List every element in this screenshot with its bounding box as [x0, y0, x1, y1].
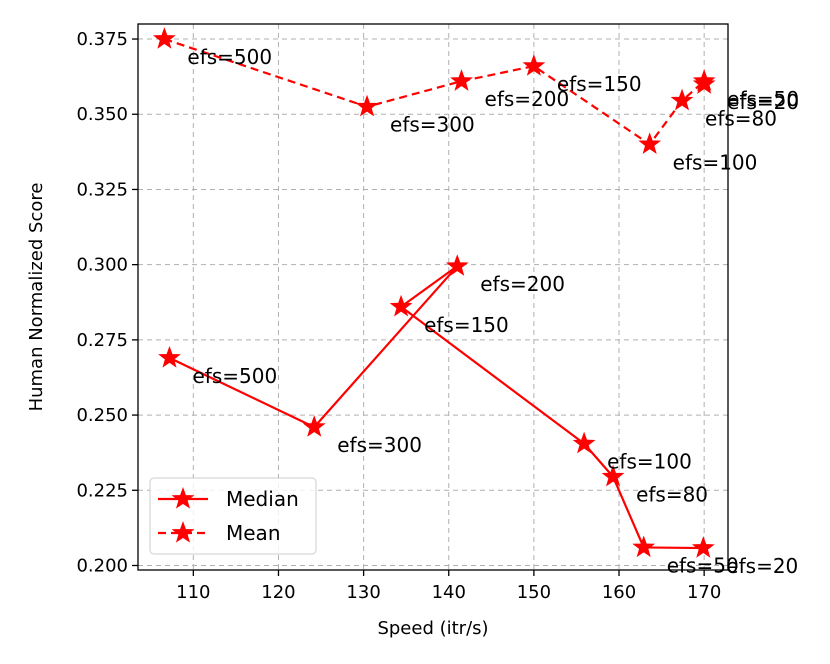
x-tick-label: 110	[176, 582, 210, 603]
median-point-marker	[691, 536, 715, 558]
median-point-label: efs=100	[607, 450, 692, 474]
median-point-label: efs=50	[667, 553, 739, 577]
x-tick-label: 170	[687, 582, 721, 603]
y-tick-label: 0.300	[76, 255, 128, 276]
mean-point-label: efs=150	[557, 72, 642, 96]
legend-median-label: Median	[226, 487, 299, 511]
y-axis-label: Human Normalized Score	[26, 183, 47, 412]
mean-point-marker	[153, 27, 176, 49]
mean-point-marker	[692, 72, 716, 94]
y-tick-label: 0.275	[76, 330, 128, 351]
median-point-marker	[601, 464, 625, 487]
median-point-marker	[632, 535, 656, 558]
x-tick-label: 140	[432, 582, 466, 603]
legend: Median Mean	[149, 477, 317, 555]
x-tick-label: 150	[517, 582, 551, 603]
x-axis-label: Speed (itr/s)	[377, 618, 488, 639]
y-tick-label: 0.375	[76, 29, 128, 50]
x-tick-label: 160	[602, 582, 636, 603]
mean-point-label: efs=200	[485, 87, 570, 111]
grid	[138, 24, 728, 570]
mean-point-marker	[670, 88, 694, 111]
y-tick-label: 0.200	[76, 555, 128, 576]
legend-mean-marker	[171, 521, 195, 543]
mean-point-label: efs=80	[705, 107, 777, 131]
annotations: efs=500efs=300efs=200efs=150efs=100efs=8…	[187, 45, 799, 578]
mean-point-marker	[355, 94, 379, 117]
y-tick-label: 0.350	[76, 104, 128, 125]
legend-mean-label: Mean	[226, 521, 281, 545]
y-tick-label: 0.250	[76, 405, 128, 426]
median-point-marker	[302, 415, 326, 437]
median-point-marker	[389, 294, 413, 317]
mean-point-marker	[450, 69, 473, 91]
median-point-label: efs=300	[337, 433, 422, 457]
median-point-marker	[572, 431, 596, 454]
median-point-label: efs=20	[726, 554, 798, 578]
mean-point-label: efs=100	[673, 150, 758, 174]
plot-frame	[137, 23, 729, 571]
mean-point-label: efs=500	[187, 45, 272, 69]
mean-point-marker	[522, 54, 546, 76]
median-series-line	[169, 265, 704, 550]
median-point-marker	[158, 345, 181, 368]
mean-point-label: efs=20	[727, 90, 799, 114]
series-layer	[153, 27, 716, 558]
median-point-label: efs=500	[193, 364, 278, 388]
legend-median-marker	[171, 487, 195, 509]
mean-point-marker	[638, 132, 662, 155]
mean-point-label: efs=50	[727, 87, 799, 111]
axis-ticks: 110 120 130 140 150 160 170 0.200 0.225 0.250 0.27…	[76, 29, 721, 603]
median-point-marker	[445, 254, 469, 276]
median-point-label: efs=200	[480, 272, 565, 296]
median-point-label: efs=150	[424, 313, 509, 337]
median-point-label: efs=80	[636, 483, 708, 507]
x-tick-label: 120	[261, 582, 295, 603]
y-tick-label: 0.225	[76, 480, 128, 501]
mean-point-label: efs=300	[390, 113, 475, 137]
x-tick-label: 130	[346, 582, 380, 603]
y-tick-label: 0.325	[76, 179, 128, 200]
